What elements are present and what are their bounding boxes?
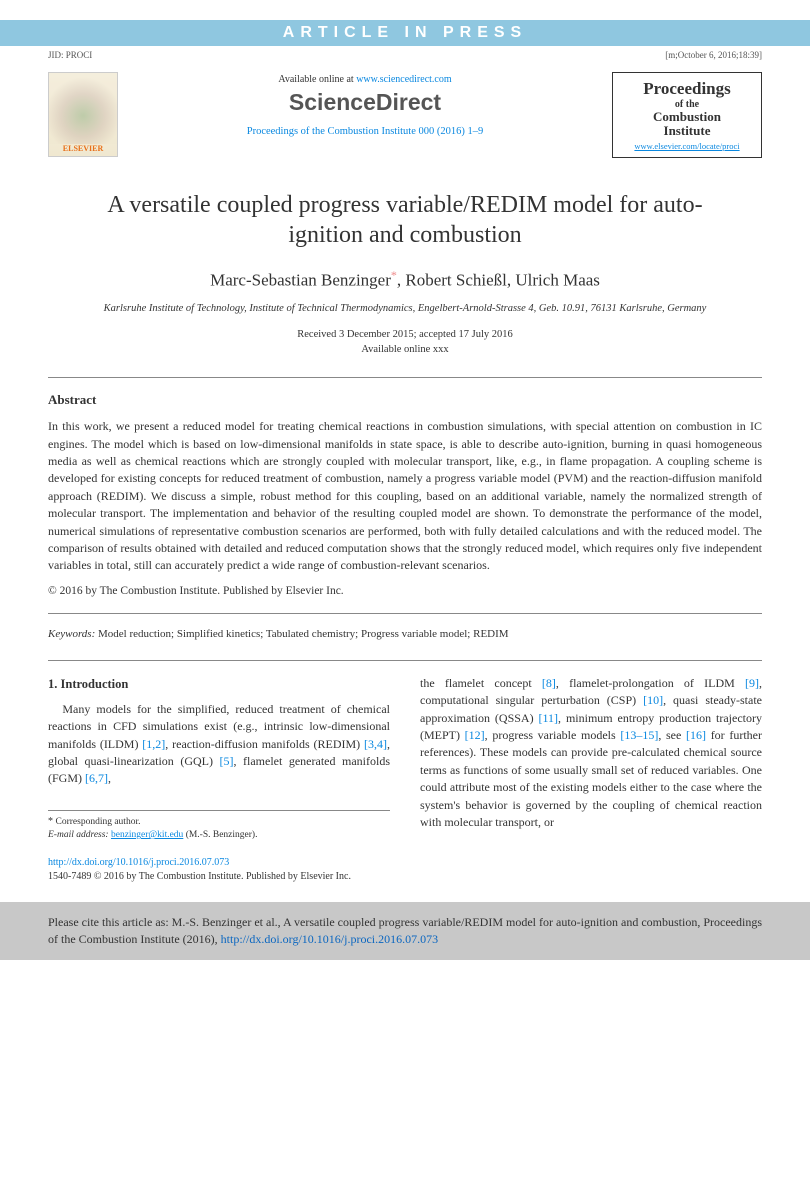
ref-link[interactable]: [6,7] <box>85 771 108 785</box>
ref-link[interactable]: [8] <box>542 676 556 690</box>
text: for further references). These models ca… <box>420 728 762 829</box>
divider <box>48 660 762 661</box>
journal-box-line1: Proceedings <box>617 79 757 99</box>
body-columns: 1. Introduction Many models for the simp… <box>48 675 762 843</box>
ref-link[interactable]: [5] <box>220 754 234 768</box>
elsevier-tree-icon <box>49 73 117 144</box>
doi-link[interactable]: http://dx.doi.org/10.1016/j.proci.2016.0… <box>48 857 229 868</box>
text: , see <box>658 728 686 742</box>
meta-row: JID: PROCI [m;October 6, 2016;18:39] <box>48 50 762 60</box>
header-row: ELSEVIER Available online at www.science… <box>48 72 762 158</box>
article-in-press-banner: ARTICLE IN PRESS <box>0 20 810 46</box>
abstract-text: In this work, we present a reduced model… <box>48 418 762 575</box>
authors-line: Marc-Sebastian Benzinger*, Robert Schieß… <box>48 268 762 291</box>
keywords-label: Keywords: <box>48 628 95 640</box>
email-attribution: (M.-S. Benzinger). <box>183 830 257 840</box>
journal-reference: Proceedings of the Combustion Institute … <box>134 126 596 137</box>
ref-link[interactable]: [13–15] <box>620 728 658 742</box>
ref-link[interactable]: [10] <box>643 693 663 707</box>
text: , progress variable models <box>485 728 621 742</box>
sciencedirect-logo: ScienceDirect <box>134 89 596 116</box>
journal-title-box: Proceedings of the Combustion Institute … <box>612 72 762 158</box>
ref-link[interactable]: [3,4] <box>364 737 387 751</box>
ref-link[interactable]: [16] <box>686 728 706 742</box>
journal-box-line4: Institute <box>617 124 757 138</box>
received-accepted-line: Received 3 December 2015; accepted 17 Ju… <box>48 328 762 343</box>
journal-box-line3: Combustion <box>617 110 757 124</box>
text: , reaction-diffusion manifolds (REDIM) <box>165 737 364 751</box>
author-1: Marc-Sebastian Benzinger <box>210 270 391 289</box>
journal-box-link[interactable]: www.elsevier.com/locate/proci <box>617 141 757 151</box>
left-column: 1. Introduction Many models for the simp… <box>48 675 390 843</box>
elsevier-label: ELSEVIER <box>63 144 103 153</box>
date-stamp: [m;October 6, 2016;18:39] <box>665 50 762 60</box>
elsevier-logo: ELSEVIER <box>48 72 118 157</box>
author-email-link[interactable]: benzinger@kit.edu <box>111 830 183 840</box>
available-online-line: Available online at www.sciencedirect.co… <box>134 74 596 85</box>
citation-box: Please cite this article as: M.-S. Benzi… <box>0 902 810 960</box>
divider <box>48 613 762 614</box>
citation-doi-link[interactable]: http://dx.doi.org/10.1016/j.proci.2016.0… <box>221 932 438 946</box>
article-dates: Received 3 December 2015; accepted 17 Ju… <box>48 328 762 357</box>
keywords-line: Keywords: Model reduction; Simplified ki… <box>48 628 762 640</box>
intro-paragraph-left: Many models for the simplified, reduced … <box>48 701 390 788</box>
corresponding-label: Corresponding author. <box>56 817 141 827</box>
ref-link[interactable]: [1,2] <box>142 737 165 751</box>
authors-rest: , Robert Schießl, Ulrich Maas <box>397 270 600 289</box>
divider <box>48 377 762 378</box>
copyright-line: © 2016 by The Combustion Institute. Publ… <box>48 585 762 597</box>
text: the flamelet concept <box>420 676 542 690</box>
sciencedirect-link[interactable]: www.sciencedirect.com <box>356 74 451 85</box>
affiliation: Karlsruhe Institute of Technology, Insti… <box>98 302 712 316</box>
right-column: the flamelet concept [8], flamelet-prolo… <box>420 675 762 843</box>
intro-paragraph-right: the flamelet concept [8], flamelet-prolo… <box>420 675 762 832</box>
keywords-values: Model reduction; Simplified kinetics; Ta… <box>95 628 508 640</box>
issn-copyright: 1540-7489 © 2016 by The Combustion Insti… <box>48 870 762 884</box>
available-prefix: Available online at <box>278 74 356 85</box>
article-title: A versatile coupled progress variable/RE… <box>78 190 732 250</box>
doi-block: http://dx.doi.org/10.1016/j.proci.2016.0… <box>48 856 762 884</box>
email-label: E-mail address: <box>48 830 111 840</box>
available-online-date: Available online xxx <box>48 343 762 358</box>
header-center: Available online at www.sciencedirect.co… <box>134 72 596 137</box>
corresponding-author-footer: * Corresponding author. E-mail address: … <box>48 810 390 843</box>
page: ARTICLE IN PRESS JID: PROCI [m;October 6… <box>0 0 810 960</box>
abstract-heading: Abstract <box>48 392 762 408</box>
section-1-heading: 1. Introduction <box>48 675 390 693</box>
text: , <box>108 771 111 785</box>
text: , flamelet-prolongation of ILDM <box>556 676 745 690</box>
footnote-star-icon: * <box>48 816 56 827</box>
ref-link[interactable]: [12] <box>465 728 485 742</box>
ref-link[interactable]: [11] <box>539 711 559 725</box>
ref-link[interactable]: [9] <box>745 676 759 690</box>
jid-label: JID: PROCI <box>48 50 92 60</box>
